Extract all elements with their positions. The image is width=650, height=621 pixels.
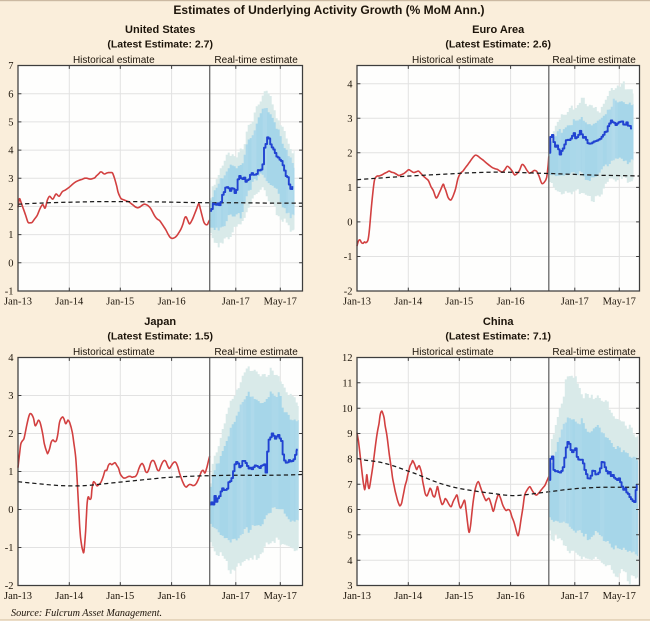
- svg-text:6: 6: [347, 505, 352, 516]
- svg-text:0: 0: [8, 505, 13, 516]
- svg-text:-2: -2: [344, 287, 353, 298]
- svg-text:3: 3: [347, 114, 352, 125]
- svg-text:Historical estimate: Historical estimate: [412, 55, 494, 66]
- svg-text:Real-time estimate: Real-time estimate: [214, 55, 298, 66]
- svg-text:2: 2: [8, 429, 13, 440]
- svg-text:Estimates of Underlying Activi: Estimates of Underlying Activity Growth …: [173, 3, 484, 17]
- svg-text:11: 11: [342, 378, 352, 389]
- svg-text:May-17: May-17: [603, 297, 636, 308]
- svg-text:-1: -1: [5, 287, 14, 298]
- svg-text:3: 3: [347, 581, 352, 592]
- svg-text:(Latest Estimate: 2.6): (Latest Estimate: 2.6): [445, 39, 551, 51]
- svg-text:1: 1: [347, 183, 352, 194]
- svg-text:(Latest Estimate: 2.7): (Latest Estimate: 2.7): [107, 39, 213, 51]
- svg-text:Jan-16: Jan-16: [497, 591, 525, 602]
- svg-text:6: 6: [8, 89, 13, 100]
- svg-text:-1: -1: [344, 252, 353, 263]
- svg-text:Jan-16: Jan-16: [158, 591, 186, 602]
- svg-text:9: 9: [347, 429, 352, 440]
- svg-text:Jan-14: Jan-14: [55, 591, 84, 602]
- svg-text:Jan-13: Jan-13: [343, 297, 371, 308]
- svg-text:2: 2: [347, 148, 352, 159]
- svg-text:Jan-13: Jan-13: [4, 591, 32, 602]
- svg-text:7: 7: [8, 61, 13, 72]
- svg-text:Jan-16: Jan-16: [497, 297, 525, 308]
- svg-text:4: 4: [347, 556, 353, 567]
- svg-text:1: 1: [8, 467, 13, 478]
- svg-text:7: 7: [347, 480, 352, 491]
- svg-text:4: 4: [8, 353, 14, 364]
- svg-text:Japan: Japan: [144, 316, 176, 328]
- svg-text:Source: Fulcrum Asset Manageme: Source: Fulcrum Asset Management.: [11, 608, 162, 619]
- svg-text:2: 2: [8, 202, 13, 213]
- svg-text:Real-time estimate: Real-time estimate: [552, 347, 636, 358]
- svg-text:Jan-14: Jan-14: [394, 297, 423, 308]
- svg-text:Jan-15: Jan-15: [106, 297, 134, 308]
- svg-text:4: 4: [8, 146, 14, 157]
- svg-text:May-17: May-17: [603, 591, 636, 602]
- svg-text:-1: -1: [5, 543, 14, 554]
- svg-text:3: 3: [8, 391, 13, 402]
- svg-text:-2: -2: [5, 581, 14, 592]
- svg-text:Jan-14: Jan-14: [394, 591, 423, 602]
- svg-text:Real-time estimate: Real-time estimate: [552, 55, 636, 66]
- svg-text:8: 8: [347, 454, 352, 465]
- svg-text:Jan-15: Jan-15: [445, 297, 473, 308]
- svg-text:May-17: May-17: [264, 297, 297, 308]
- svg-text:China: China: [483, 316, 514, 328]
- svg-text:Jan-17: Jan-17: [222, 297, 250, 308]
- svg-text:Jan-17: Jan-17: [561, 297, 589, 308]
- svg-text:0: 0: [8, 258, 13, 269]
- svg-text:10: 10: [342, 404, 353, 415]
- svg-text:3: 3: [8, 174, 13, 185]
- svg-text:4: 4: [347, 79, 353, 90]
- svg-text:United States: United States: [125, 24, 195, 36]
- svg-text:Jan-16: Jan-16: [158, 297, 186, 308]
- svg-text:(Latest Estimate: 1.5): (Latest Estimate: 1.5): [107, 331, 213, 343]
- svg-text:Euro Area: Euro Area: [472, 24, 525, 36]
- svg-text:Historical estimate: Historical estimate: [73, 55, 155, 66]
- svg-text:Historical estimate: Historical estimate: [412, 347, 494, 358]
- svg-text:5: 5: [8, 118, 13, 129]
- svg-text:Jan-13: Jan-13: [4, 297, 32, 308]
- svg-text:Jan-13: Jan-13: [343, 591, 371, 602]
- svg-text:May-17: May-17: [264, 591, 297, 602]
- svg-text:5: 5: [347, 530, 352, 541]
- svg-text:Jan-15: Jan-15: [445, 591, 473, 602]
- svg-text:0: 0: [347, 218, 352, 229]
- svg-text:Jan-17: Jan-17: [222, 591, 250, 602]
- svg-text:12: 12: [342, 353, 353, 364]
- svg-text:Jan-15: Jan-15: [106, 591, 134, 602]
- svg-text:Historical estimate: Historical estimate: [73, 347, 155, 358]
- svg-text:Real-time estimate: Real-time estimate: [214, 347, 298, 358]
- svg-text:Jan-17: Jan-17: [561, 591, 589, 602]
- svg-text:1: 1: [8, 230, 13, 241]
- svg-text:Jan-14: Jan-14: [55, 297, 84, 308]
- svg-text:(Latest Estimate: 7.1): (Latest Estimate: 7.1): [445, 331, 551, 343]
